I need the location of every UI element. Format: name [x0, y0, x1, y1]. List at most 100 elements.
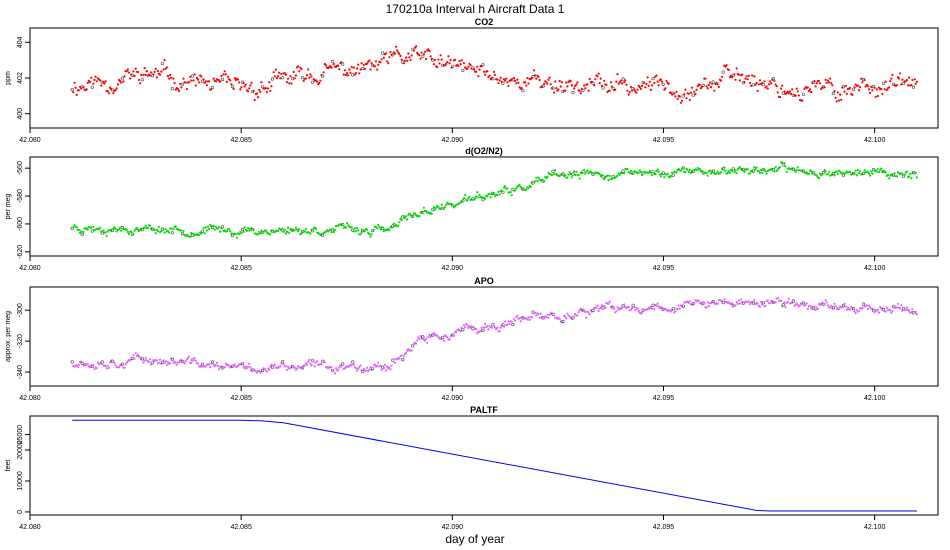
- data-point: [910, 84, 913, 87]
- data-point: [86, 228, 89, 231]
- data-point: [388, 366, 391, 369]
- y-axis-label: feet: [5, 460, 12, 472]
- data-point: [498, 79, 501, 82]
- data-point: [300, 68, 303, 71]
- data-point: [826, 173, 830, 176]
- data-point: [573, 315, 576, 318]
- data-point: [115, 87, 118, 90]
- data-point: [423, 50, 427, 53]
- data-point: [826, 79, 830, 82]
- data-point: [133, 357, 136, 360]
- data-point: [511, 78, 515, 82]
- data-point: [829, 306, 832, 309]
- data-point: [889, 80, 892, 83]
- data-point: [255, 92, 259, 95]
- data-point: [133, 229, 136, 232]
- data-point: [225, 80, 228, 83]
- data-point: [290, 82, 293, 85]
- data-point: [399, 54, 402, 58]
- data-point: [80, 230, 83, 233]
- data-point: [252, 89, 255, 92]
- data-point: [431, 207, 435, 212]
- data-point: [330, 231, 333, 234]
- data-point: [269, 233, 272, 236]
- data-point: [359, 364, 362, 367]
- data-point: [537, 313, 540, 316]
- data-point: [787, 92, 791, 95]
- data-point: [210, 362, 213, 365]
- data-point: [249, 84, 252, 87]
- data-point: [477, 196, 480, 199]
- data-point: [405, 351, 408, 355]
- data-point: [570, 84, 574, 87]
- data-point: [160, 61, 164, 66]
- data-point: [390, 364, 393, 367]
- data-point: [577, 173, 580, 176]
- data-point: [209, 366, 212, 369]
- data-point: [337, 64, 340, 67]
- data-point: [883, 88, 886, 91]
- data-point: [623, 81, 626, 84]
- data-point: [630, 306, 634, 310]
- data-point: [73, 224, 76, 227]
- data-point: [746, 168, 749, 171]
- data-point: [639, 87, 643, 90]
- data-point: [620, 306, 624, 309]
- y-tick-label: 400: [17, 108, 24, 120]
- data-point: [633, 88, 636, 91]
- data-point: [309, 362, 312, 365]
- data-point: [470, 325, 473, 328]
- data-point: [249, 366, 252, 369]
- data-point: [735, 67, 738, 70]
- data-point: [875, 170, 878, 173]
- data-point: [402, 215, 405, 218]
- data-point: [401, 60, 405, 64]
- data-point: [504, 185, 507, 188]
- data-point: [216, 227, 220, 230]
- data-point: [873, 86, 876, 89]
- data-point: [398, 221, 401, 224]
- data-point: [744, 77, 747, 80]
- data-point: [361, 66, 365, 71]
- data-point: [857, 310, 861, 313]
- data-point: [645, 83, 648, 86]
- data-point: [610, 177, 614, 180]
- data-point: [671, 307, 675, 311]
- data-point: [248, 87, 251, 90]
- data-point: [786, 90, 789, 93]
- data-point: [767, 83, 771, 86]
- data-point: [537, 75, 540, 78]
- data-point: [876, 308, 880, 311]
- data-point: [270, 363, 273, 366]
- data-point: [829, 77, 832, 80]
- data-point: [385, 52, 388, 55]
- data-point: [350, 226, 353, 229]
- data-point: [724, 169, 727, 172]
- data-point: [595, 307, 598, 310]
- figure-title: 170210a Interval h Aircraft Data 1: [386, 2, 565, 16]
- data-point: [442, 339, 445, 342]
- data-point: [678, 307, 681, 310]
- data-point: [220, 74, 223, 78]
- data-point: [731, 167, 735, 171]
- data-point: [273, 75, 276, 78]
- data-point: [711, 80, 715, 84]
- data-point: [120, 76, 124, 80]
- data-point: [831, 91, 836, 96]
- data-point: [143, 67, 146, 70]
- data-point: [90, 229, 94, 233]
- data-point: [322, 71, 325, 74]
- data-point: [113, 361, 116, 364]
- data-point: [691, 86, 694, 89]
- data-point: [781, 84, 784, 87]
- data-point: [583, 168, 586, 171]
- data-point: [230, 233, 235, 238]
- data-point: [474, 197, 477, 200]
- data-point: [477, 75, 480, 78]
- data-point: [527, 82, 530, 85]
- data-point: [591, 81, 595, 85]
- data-point: [681, 166, 685, 170]
- data-point: [242, 81, 245, 85]
- data-point: [901, 78, 904, 81]
- data-point: [631, 303, 635, 307]
